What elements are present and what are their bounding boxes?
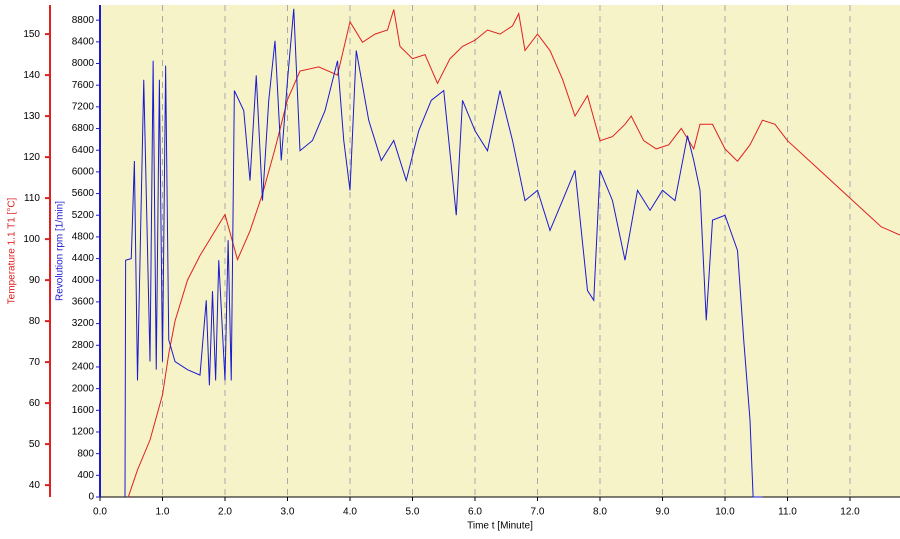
y2-tick-label: 130 xyxy=(23,111,40,122)
y-tick-label: 400 xyxy=(77,470,94,481)
x-axis-title: Time t [Minute] xyxy=(467,521,533,532)
y2-tick-label: 60 xyxy=(29,398,41,409)
x-tick-label: 5.0 xyxy=(406,507,420,518)
x-tick-label: 6.0 xyxy=(468,507,482,518)
y-tick-label: 2400 xyxy=(72,362,95,373)
y2-tick-label: 100 xyxy=(23,234,40,245)
y-tick-label: 6000 xyxy=(72,167,95,178)
y-tick-label: 2000 xyxy=(72,383,95,394)
y2-tick-label: 50 xyxy=(29,439,41,450)
y-tick-label: 6400 xyxy=(72,145,95,156)
y2-tick-label: 150 xyxy=(23,29,40,40)
series-line xyxy=(127,9,900,498)
x-tick-label: 8.0 xyxy=(593,507,607,518)
y2-tick-label: 140 xyxy=(23,70,40,81)
x-tick-label: 11.0 xyxy=(778,507,797,518)
x-tick-label: 2.0 xyxy=(218,507,232,518)
y-tick-label: 1600 xyxy=(72,405,95,416)
y2-tick-label: 120 xyxy=(23,152,40,163)
y2-tick-label: 110 xyxy=(24,193,40,204)
x-tick-label: 12.0 xyxy=(840,507,860,518)
y-tick-label: 1200 xyxy=(72,427,95,438)
x-tick-label: 9.0 xyxy=(656,507,670,518)
y-tick-label: 800 xyxy=(77,448,94,459)
y2-tick-label: 70 xyxy=(29,357,41,368)
y-axis-title: Revolution rpm [1/min] xyxy=(55,201,66,301)
series-line xyxy=(124,8,763,498)
x-tick-label: 7.0 xyxy=(531,507,545,518)
y2-tick-label: 40 xyxy=(29,480,41,491)
y2-tick-label: 90 xyxy=(29,275,41,286)
x-tick-label: 0.0 xyxy=(93,507,107,518)
y2-axis-title: Temperature 1.1 T1 [°C] xyxy=(7,197,18,304)
y-tick-label: 8800 xyxy=(72,15,95,26)
y-tick-label: 6800 xyxy=(72,123,95,134)
y-tick-label: 4400 xyxy=(72,253,95,264)
y-tick-label: 2800 xyxy=(72,340,95,351)
y-tick-label: 8000 xyxy=(72,58,95,69)
y-tick-label: 5200 xyxy=(72,210,95,221)
y-tick-label: 5600 xyxy=(72,188,95,199)
y-tick-label: 4800 xyxy=(72,232,95,243)
y-tick-label: 8400 xyxy=(72,36,95,47)
y2-tick-label: 80 xyxy=(29,316,41,327)
x-tick-label: 10.0 xyxy=(715,507,735,518)
x-tick-label: 1.0 xyxy=(156,507,170,518)
y-tick-label: 7600 xyxy=(72,80,95,91)
y-tick-label: 3200 xyxy=(72,318,95,329)
x-tick-label: 4.0 xyxy=(343,507,357,518)
y-tick-label: 3600 xyxy=(72,297,95,308)
y-tick-label: 4000 xyxy=(72,275,95,286)
y-tick-label: 7200 xyxy=(72,102,95,113)
x-tick-label: 3.0 xyxy=(281,507,295,518)
plot-area xyxy=(100,5,900,497)
y-tick-label: 0 xyxy=(88,492,94,503)
